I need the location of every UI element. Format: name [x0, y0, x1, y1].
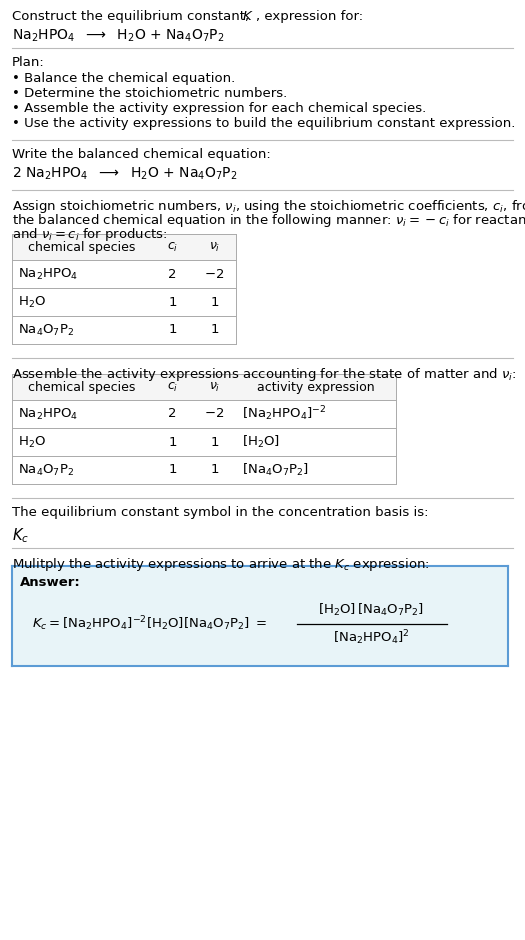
Text: • Determine the stoichiometric numbers.: • Determine the stoichiometric numbers. [12, 87, 287, 100]
Text: activity expression: activity expression [257, 381, 374, 394]
Text: $K$: $K$ [242, 10, 253, 23]
Text: $[\mathrm{Na_4O_7P_2}]$: $[\mathrm{Na_4O_7P_2}]$ [242, 462, 308, 478]
Text: The equilibrium constant symbol in the concentration basis is:: The equilibrium constant symbol in the c… [12, 506, 428, 519]
Text: $-$2: $-$2 [204, 408, 225, 420]
Text: $-$2: $-$2 [204, 268, 225, 280]
Text: 1: 1 [169, 295, 177, 308]
Text: $[\mathrm{H_2O}]$: $[\mathrm{H_2O}]$ [242, 434, 280, 450]
Text: 2: 2 [169, 268, 177, 280]
Text: 1: 1 [211, 295, 219, 308]
Text: $K_c = [\mathrm{Na_2HPO_4}]^{-2} [\mathrm{H_2O}][\mathrm{Na_4O_7P_2}]\ =\ $: $K_c = [\mathrm{Na_2HPO_4}]^{-2} [\mathr… [32, 615, 267, 634]
Text: Na$_4$O$_7$P$_2$: Na$_4$O$_7$P$_2$ [17, 462, 74, 478]
Text: Assign stoichiometric numbers, $\nu_i$, using the stoichiometric coefficients, $: Assign stoichiometric numbers, $\nu_i$, … [12, 198, 525, 215]
Text: Na$_2$HPO$_4$: Na$_2$HPO$_4$ [17, 266, 78, 282]
Text: and $\nu_i = c_i$ for products:: and $\nu_i = c_i$ for products: [12, 226, 167, 243]
Text: Construct the equilibrium constant,: Construct the equilibrium constant, [12, 10, 253, 23]
Text: Answer:: Answer: [19, 576, 80, 589]
Text: $[\mathrm{Na_2HPO_4}]^2$: $[\mathrm{Na_2HPO_4}]^2$ [333, 629, 410, 648]
Text: 1: 1 [169, 463, 177, 477]
Text: $\nu_i$: $\nu_i$ [209, 241, 220, 254]
Text: • Use the activity expressions to build the equilibrium constant expression.: • Use the activity expressions to build … [12, 117, 515, 130]
Text: Mulitply the activity expressions to arrive at the $K_c$ expression:: Mulitply the activity expressions to arr… [12, 556, 429, 573]
Text: chemical species: chemical species [28, 241, 135, 254]
Text: $c_i$: $c_i$ [167, 381, 178, 394]
Text: , expression for:: , expression for: [256, 10, 363, 23]
Text: Plan:: Plan: [12, 56, 44, 69]
Text: Na$_4$O$_7$P$_2$: Na$_4$O$_7$P$_2$ [17, 322, 74, 337]
Text: $[\mathrm{H_2O}]\,[\mathrm{Na_4O_7P_2}]$: $[\mathrm{H_2O}]\,[\mathrm{Na_4O_7P_2}]$ [319, 602, 425, 619]
Text: $[\mathrm{Na_2HPO_4}]^{-2}$: $[\mathrm{Na_2HPO_4}]^{-2}$ [242, 404, 326, 423]
Text: Na$_2$HPO$_4$  $\longrightarrow$  H$_2$O + Na$_4$O$_7$P$_2$: Na$_2$HPO$_4$ $\longrightarrow$ H$_2$O +… [12, 28, 224, 44]
Text: H$_2$O: H$_2$O [17, 434, 46, 449]
Text: 1: 1 [211, 463, 219, 477]
Text: 2: 2 [169, 408, 177, 420]
Text: $c_i$: $c_i$ [167, 241, 178, 254]
Text: 1: 1 [211, 323, 219, 337]
Text: $\nu_i$: $\nu_i$ [209, 381, 220, 394]
Text: $K_c$: $K_c$ [12, 526, 29, 544]
Text: • Assemble the activity expression for each chemical species.: • Assemble the activity expression for e… [12, 102, 426, 115]
Text: Na$_2$HPO$_4$: Na$_2$HPO$_4$ [17, 406, 78, 421]
Text: 1: 1 [169, 435, 177, 448]
Text: the balanced chemical equation in the following manner: $\nu_i = -c_i$ for react: the balanced chemical equation in the fo… [12, 212, 525, 229]
Text: 1: 1 [169, 323, 177, 337]
Text: H$_2$O: H$_2$O [17, 294, 46, 309]
Text: chemical species: chemical species [28, 381, 135, 394]
Text: • Balance the chemical equation.: • Balance the chemical equation. [12, 72, 235, 85]
Text: Write the balanced chemical equation:: Write the balanced chemical equation: [12, 148, 270, 161]
Text: Assemble the activity expressions accounting for the state of matter and $\nu_i$: Assemble the activity expressions accoun… [12, 366, 516, 383]
Text: 2 Na$_2$HPO$_4$  $\longrightarrow$  H$_2$O + Na$_4$O$_7$P$_2$: 2 Na$_2$HPO$_4$ $\longrightarrow$ H$_2$O… [12, 166, 237, 182]
Text: 1: 1 [211, 435, 219, 448]
